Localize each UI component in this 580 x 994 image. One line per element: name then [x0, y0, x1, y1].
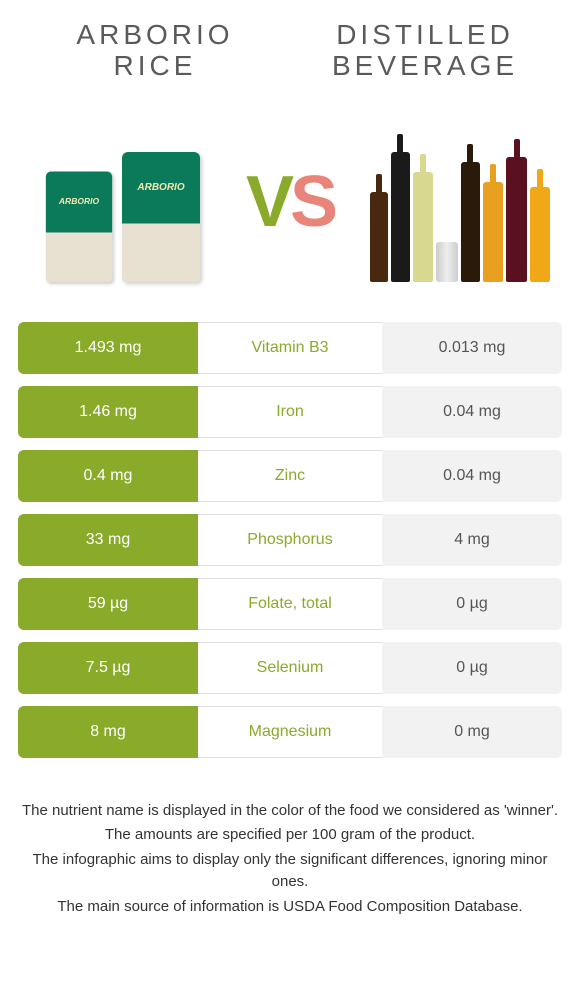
- right-value: 0 µg: [382, 578, 562, 630]
- bottle-icon: [391, 152, 411, 282]
- left-title-line1: ARBORIO: [76, 19, 233, 50]
- rice-bag-icon: [46, 171, 112, 282]
- nutrient-table: 1.493 mgVitamin B30.013 mg 1.46 mgIron0.0…: [0, 322, 580, 758]
- right-value: 0.013 mg: [382, 322, 562, 374]
- table-row: 8 mgMagnesium0 mg: [18, 706, 562, 758]
- nutrient-label: Selenium: [198, 642, 382, 694]
- table-row: 59 µgFolate, total0 µg: [18, 578, 562, 630]
- right-value: 0 µg: [382, 642, 562, 694]
- bottle-icon: [461, 162, 481, 282]
- table-row: 0.4 mgZinc0.04 mg: [18, 450, 562, 502]
- vs-label: VS: [246, 161, 334, 243]
- nutrient-label: Iron: [198, 386, 382, 438]
- right-value: 0.04 mg: [382, 450, 562, 502]
- left-value: 7.5 µg: [18, 642, 198, 694]
- right-value: 4 mg: [382, 514, 562, 566]
- footnotes: The nutrient name is displayed in the co…: [0, 770, 580, 941]
- left-food-image: [30, 122, 210, 282]
- table-row: 1.493 mgVitamin B30.013 mg: [18, 322, 562, 374]
- bottle-icon: [370, 192, 388, 282]
- can-icon: [436, 242, 458, 282]
- left-value: 59 µg: [18, 578, 198, 630]
- left-value: 8 mg: [18, 706, 198, 758]
- nutrient-label: Folate, total: [198, 578, 382, 630]
- left-title-line2: RICE: [114, 50, 197, 81]
- vs-v: V: [246, 162, 290, 242]
- right-value: 0 mg: [382, 706, 562, 758]
- left-food-title: ARBORIO RICE: [30, 20, 280, 82]
- nutrient-label: Phosphorus: [198, 514, 382, 566]
- bottle-icon: [483, 182, 503, 282]
- table-row: 7.5 µgSelenium0 µg: [18, 642, 562, 694]
- bottle-icon: [506, 157, 528, 282]
- left-value: 0.4 mg: [18, 450, 198, 502]
- footnote-line: The amounts are specified per 100 gram o…: [20, 824, 560, 847]
- header: ARBORIO RICE DISTILLED BEVERAGE: [0, 0, 580, 92]
- table-row: 33 mgPhosphorus4 mg: [18, 514, 562, 566]
- footnote-line: The main source of information is USDA F…: [20, 896, 560, 919]
- left-value: 1.493 mg: [18, 322, 198, 374]
- rice-bag-icon: [122, 152, 200, 282]
- footnote-line: The nutrient name is displayed in the co…: [20, 800, 560, 823]
- images-row: VS: [0, 92, 580, 322]
- right-title-line2: BEVERAGE: [332, 50, 518, 81]
- table-row: 1.46 mgIron0.04 mg: [18, 386, 562, 438]
- nutrient-label: Zinc: [198, 450, 382, 502]
- right-food-title: DISTILLED BEVERAGE: [300, 20, 550, 82]
- right-value: 0.04 mg: [382, 386, 562, 438]
- vs-s: S: [290, 162, 334, 242]
- left-value: 1.46 mg: [18, 386, 198, 438]
- nutrient-label: Vitamin B3: [198, 322, 382, 374]
- nutrient-label: Magnesium: [198, 706, 382, 758]
- right-food-image: [370, 122, 550, 282]
- right-title-line1: DISTILLED: [336, 19, 514, 50]
- left-value: 33 mg: [18, 514, 198, 566]
- footnote-line: The infographic aims to display only the…: [20, 849, 560, 894]
- bottle-icon: [530, 187, 550, 282]
- bottle-icon: [413, 172, 433, 282]
